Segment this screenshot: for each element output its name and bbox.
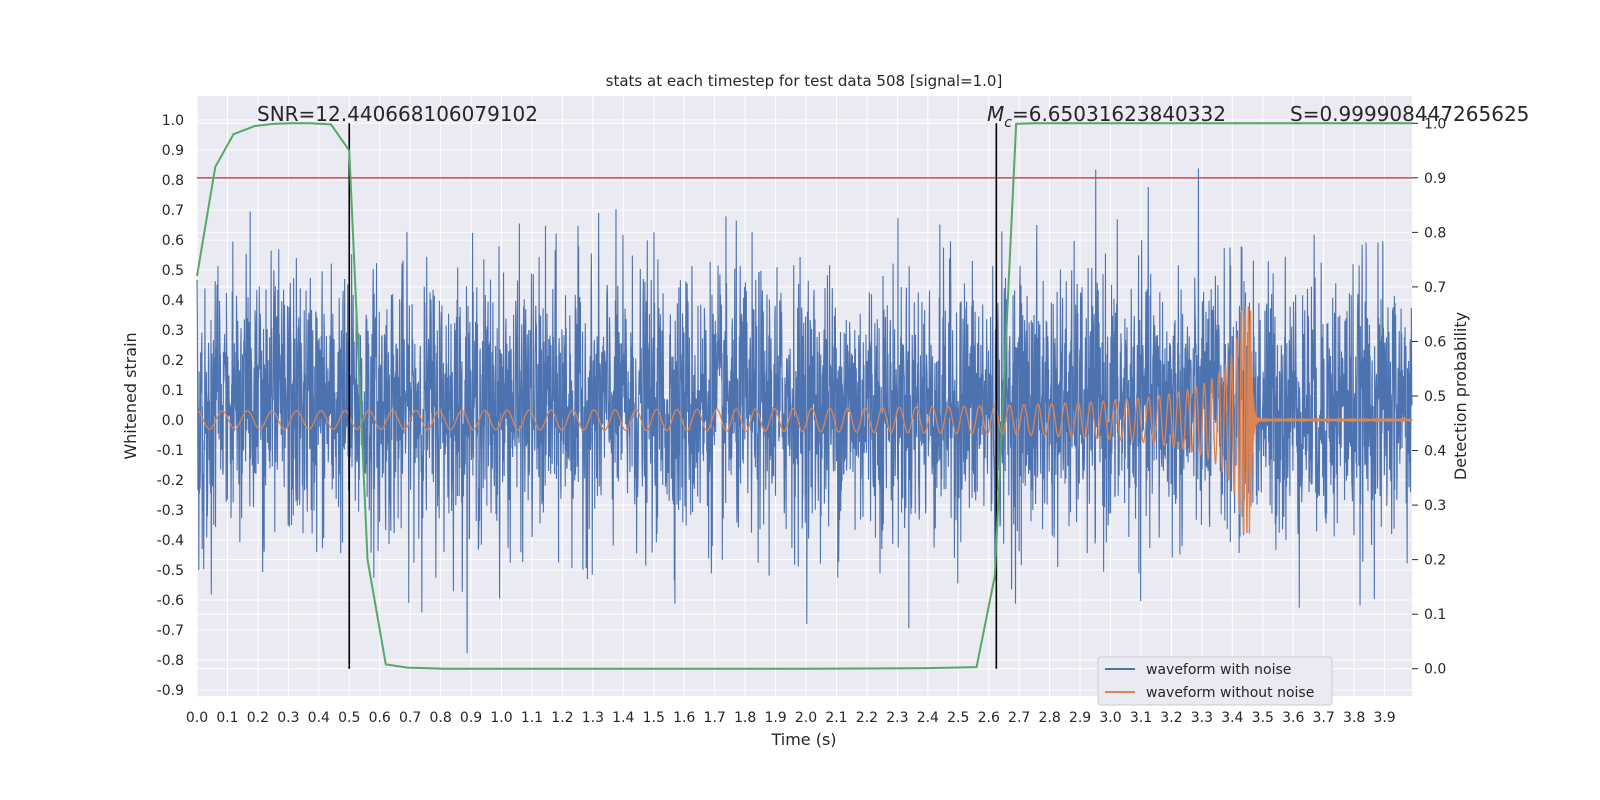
- x-tick-label: 2.5: [947, 710, 969, 726]
- x-tick-label: 0.4: [308, 710, 330, 726]
- x-tick-label: 1.8: [734, 710, 756, 726]
- x-tick-label: 3.6: [1282, 710, 1304, 726]
- y2-tick-label: 0.5: [1424, 389, 1446, 405]
- y-tick-label: -0.5: [157, 563, 184, 579]
- y-tick-label: -0.9: [157, 683, 184, 699]
- x-tick-label: 3.1: [1130, 710, 1152, 726]
- y-tick-label: 1.0: [162, 113, 184, 129]
- x-tick-label: 2.6: [978, 710, 1000, 726]
- legend-label-clean: waveform without noise: [1146, 685, 1314, 701]
- y2-tick-label: 0.9: [1424, 171, 1446, 187]
- y2-tick-label: 1.0: [1424, 116, 1446, 132]
- traces: [196, 122, 1413, 670]
- y-tick-label: 0.6: [162, 233, 184, 249]
- y2-tick-label: 0.8: [1424, 225, 1446, 241]
- series-detection-probability: [196, 122, 1412, 670]
- x-tick-label: 1.0: [490, 710, 512, 726]
- x-tick-label: 1.2: [551, 710, 573, 726]
- y-tick-label: 0.7: [162, 203, 184, 219]
- y-axis-label: Whitened strain: [121, 332, 140, 459]
- x-tick-label: 0.0: [186, 710, 208, 726]
- y2-tick-label: 0.2: [1424, 553, 1446, 569]
- mc-symbol: M: [987, 102, 1004, 126]
- y2-tick-label: 0.3: [1424, 498, 1446, 514]
- legend: waveform with noise waveform without noi…: [1097, 656, 1333, 706]
- s-annotation: S=0.999908447265625: [1290, 102, 1529, 126]
- x-tick-label: 3.9: [1373, 710, 1395, 726]
- y-tick-label: 0.0: [162, 413, 184, 429]
- mc-annotation: Mc=6.65031623840332: [987, 102, 1226, 131]
- mc-subscript: c: [1004, 115, 1012, 131]
- y-tick-label: -0.6: [157, 593, 184, 609]
- y2-tick-label: 0.6: [1424, 334, 1446, 350]
- y-tick-label: 0.9: [162, 143, 184, 159]
- y-tick-label: -0.3: [157, 503, 184, 519]
- x-tick-labels: 0.0 0.1 0.2 0.3 0.4 0.5 0.6 0.7 0.8 0.9 1.0 1.1 1.2 1…: [186, 710, 1396, 726]
- x-tick-label: 0.2: [247, 710, 269, 726]
- y-tick-label: -0.4: [157, 533, 184, 549]
- legend-box: [1097, 656, 1333, 706]
- y-tick-labels: 1.0 0.9 0.8 0.7 0.6 0.5 0.4 0.3 0.2 0.1 0.0 -0.1 -0.…: [157, 113, 184, 699]
- x-tick-label: 1.7: [704, 710, 726, 726]
- x-tick-label: 1.6: [673, 710, 695, 726]
- x-axis-label: Time (s): [770, 730, 836, 749]
- x-tick-label: 3.7: [1313, 710, 1335, 726]
- y-tick-label: 0.4: [162, 293, 184, 309]
- x-tick-label: 3.2: [1160, 710, 1182, 726]
- x-tick-label: 3.0: [1099, 710, 1121, 726]
- y2-tick-label: 0.1: [1424, 607, 1446, 623]
- x-tick-label: 1.9: [764, 710, 786, 726]
- y-tick-label: -0.1: [157, 443, 184, 459]
- x-tick-label: 2.1: [825, 710, 847, 726]
- x-tick-label: 3.8: [1343, 710, 1365, 726]
- series-waveform-without-noise: [196, 306, 1413, 534]
- x-tick-label: 1.4: [612, 710, 634, 726]
- y2-tick-label: 0.4: [1424, 444, 1446, 460]
- y-tick-label: -0.2: [157, 473, 184, 489]
- x-tick-label: 0.8: [429, 710, 451, 726]
- x-tick-label: 2.2: [856, 710, 878, 726]
- x-tick-label: 0.7: [399, 710, 421, 726]
- chart-title: stats at each timestep for test data 508…: [606, 72, 1003, 90]
- x-tick-label: 0.1: [216, 710, 238, 726]
- legend-label-noise: waveform with noise: [1146, 662, 1291, 678]
- y2-tick-labels: 1.0 0.9 0.8 0.7 0.6 0.5 0.4 0.3 0.2 0.1 0.0: [1412, 116, 1446, 678]
- y2-axis-label: Detection probability: [1451, 312, 1470, 480]
- x-tick-label: 0.9: [460, 710, 482, 726]
- snr-annotation: SNR=12.440668106079102: [257, 102, 538, 126]
- x-tick-label: 3.3: [1191, 710, 1213, 726]
- x-tick-label: 2.0: [795, 710, 817, 726]
- y-tick-label: 0.5: [162, 263, 184, 279]
- y-tick-label: 0.1: [162, 383, 184, 399]
- series-waveform-with-noise: [196, 168, 1413, 654]
- y2-tick-label: 0.7: [1424, 280, 1446, 296]
- x-tick-label: 3.5: [1252, 710, 1274, 726]
- y-tick-label: 0.8: [162, 173, 184, 189]
- y2-tick-label: 0.0: [1424, 662, 1446, 678]
- x-tick-label: 1.3: [582, 710, 604, 726]
- y-tick-label: -0.7: [157, 623, 184, 639]
- mc-value: =6.65031623840332: [1012, 102, 1226, 126]
- x-tick-label: 1.5: [643, 710, 665, 726]
- y-tick-label: 0.3: [162, 323, 184, 339]
- y-tick-label: 0.2: [162, 353, 184, 369]
- y-tick-label: -0.8: [157, 653, 184, 669]
- x-tick-label: 2.7: [1008, 710, 1030, 726]
- x-tick-label: 2.8: [1038, 710, 1060, 726]
- x-tick-label: 0.6: [369, 710, 391, 726]
- x-tick-label: 0.5: [338, 710, 360, 726]
- x-tick-label: 2.9: [1069, 710, 1091, 726]
- x-tick-label: 0.3: [277, 710, 299, 726]
- x-tick-label: 3.4: [1221, 710, 1243, 726]
- x-tick-label: 2.4: [917, 710, 939, 726]
- x-tick-label: 2.3: [886, 710, 908, 726]
- x-tick-label: 1.1: [521, 710, 543, 726]
